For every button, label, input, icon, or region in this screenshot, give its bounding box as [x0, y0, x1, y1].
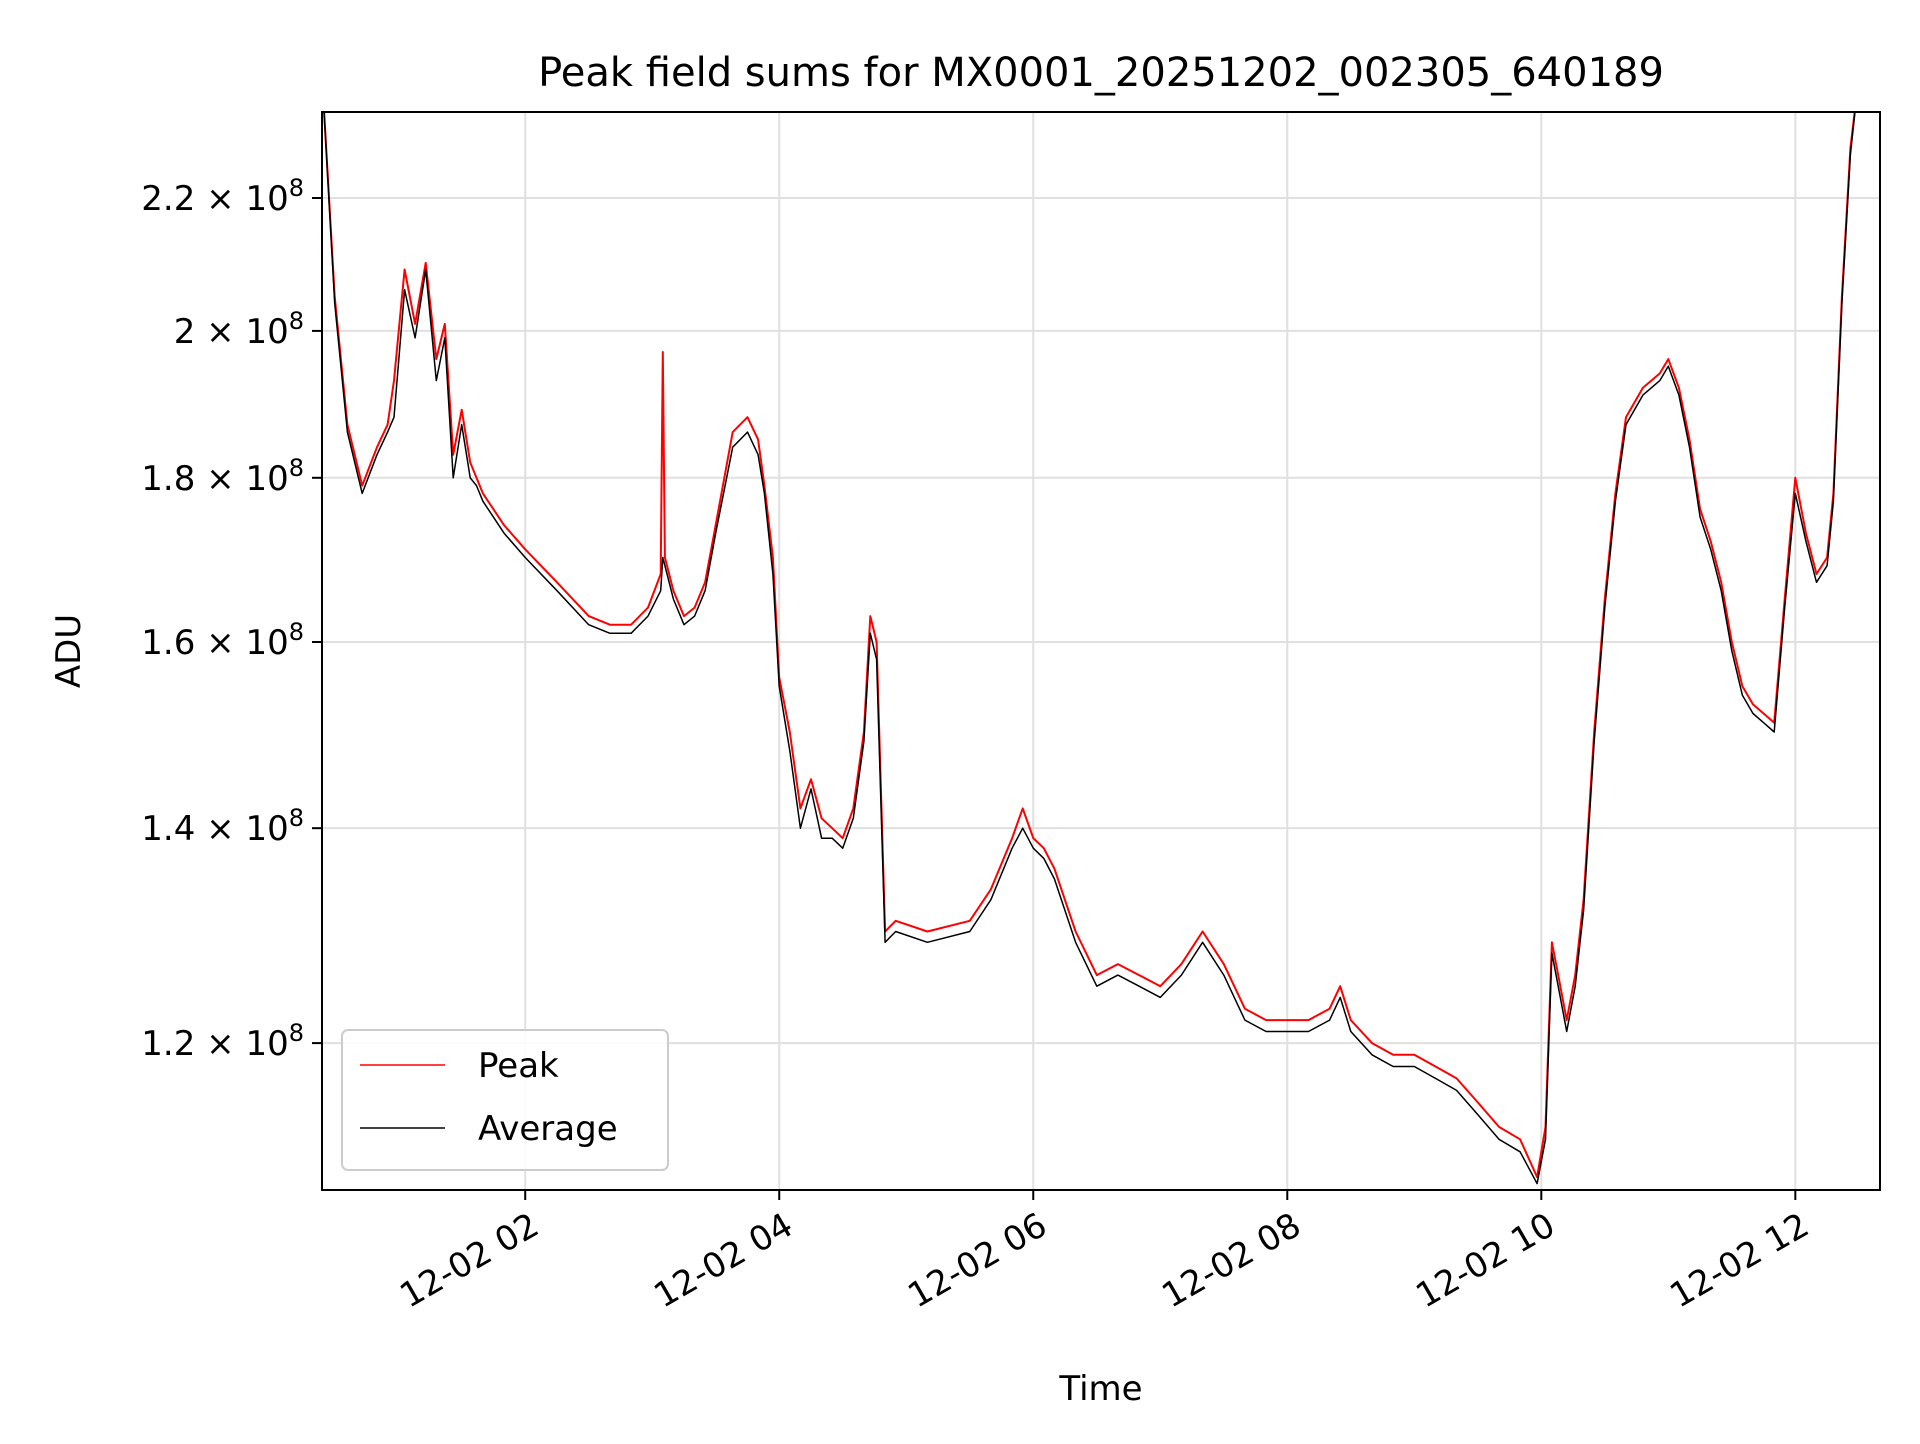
- chart-title: Peak field sums for MX0001_20251202_0023…: [538, 50, 1664, 96]
- y-axis-label: ADU: [49, 614, 89, 688]
- x-axis-label: Time: [1058, 1369, 1142, 1409]
- legend-label-average: Average: [478, 1109, 618, 1149]
- legend-label-peak: Peak: [478, 1046, 559, 1086]
- y-tick-label: 1.4 × 108: [141, 804, 304, 849]
- y-tick-label: 2 × 108: [174, 307, 304, 352]
- y-tick-label: 1.2 × 108: [141, 1019, 304, 1064]
- y-tick-label: 2.2 × 108: [141, 174, 304, 219]
- y-tick-label: 1.8 × 108: [141, 454, 304, 499]
- plot-frame: [321, 111, 1881, 1191]
- series-layer: [323, 112, 1856, 1185]
- y-axis-ticks: 1.2 × 108 1.4 × 108 1.6 × 108 1.8 × 108 2 × …: [141, 174, 322, 1064]
- grid-lines: [322, 112, 1880, 1190]
- y-tick-label: 1.6 × 108: [141, 618, 304, 663]
- series-line-peak: [323, 112, 1856, 1179]
- series-line-average: [323, 112, 1856, 1185]
- legend: Peak Average: [341, 1029, 669, 1171]
